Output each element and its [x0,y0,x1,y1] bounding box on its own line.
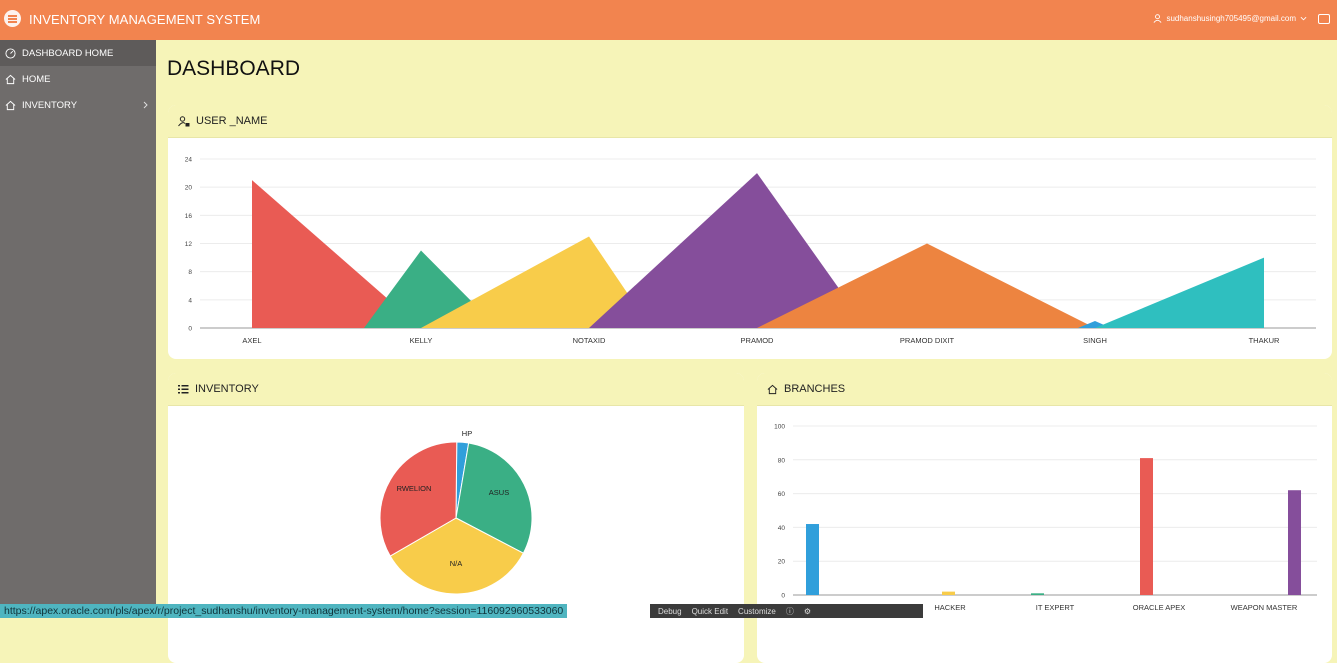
bar [1031,593,1044,595]
inventory-pie-chart: HP ASUS N/A RWELION [379,429,533,595]
home-icon [5,74,16,84]
region-header: BRANCHES [757,373,1332,406]
x-tick-label: HACKER [934,603,966,612]
user-lock-icon [178,115,190,126]
y-tick-label: 60 [778,491,786,498]
bar [942,591,955,595]
main-content: DASHBOARD USER _NAME 0 4 8 12 16 20 24 AXEL KELL… [157,40,1337,663]
y-tick-label: 24 [185,157,193,164]
y-tick-label: 0 [188,326,192,333]
x-tick-label: KELLY [410,336,433,345]
user-name-region: USER _NAME 0 4 8 12 16 20 24 AXEL KELLY NOTAXID PR… [168,105,1332,359]
gear-icon[interactable]: ⚙ [803,606,812,616]
x-tick-label: ORACLE APEX [1133,603,1186,612]
y-tick-label: 100 [774,424,785,431]
area-series [757,243,1095,328]
user-email: sudhanshusingh705495@gmail.com [1166,14,1296,23]
y-tick-label: 80 [778,457,786,464]
x-tick-label: AXEL [242,336,261,345]
sidebar-item-label: HOME [22,73,51,85]
y-tick-label: 4 [188,297,192,304]
top-navigation-bar: INVENTORY MANAGEMENT SYSTEM sudhanshusin… [0,0,1337,40]
app-title[interactable]: INVENTORY MANAGEMENT SYSTEM [29,12,261,27]
chat-icon[interactable] [1318,14,1330,24]
sidebar: DASHBOARD HOME HOME INVENTORY [0,40,156,618]
region-header: USER _NAME [168,105,1332,138]
y-tick-label: 0 [781,593,785,600]
y-tick-label: 12 [185,241,193,248]
area-series [1095,257,1264,328]
x-tick-label: PRAMOD [741,336,775,345]
x-tick-label: NOTAXID [573,336,606,345]
status-bar-url: https://apex.oracle.com/pls/apex/r/proje… [0,604,568,618]
x-tick-label: THAKUR [1249,336,1280,345]
sidebar-item-label: INVENTORY [22,99,78,111]
info-icon[interactable]: ⓘ [785,606,794,616]
user-icon [1154,14,1162,23]
debug-button[interactable]: Debug [658,606,682,616]
home-icon [767,384,778,394]
list-icon [178,385,189,394]
area-series [421,236,651,328]
area-series [589,173,867,328]
region-header: INVENTORY [168,373,744,406]
user-menu[interactable]: sudhanshusingh705495@gmail.com [1153,14,1307,23]
region-title: BRANCHES [784,383,846,395]
y-tick-label: 20 [778,559,786,566]
y-tick-label: 8 [188,269,192,276]
y-tick-label: 16 [185,213,193,220]
bar [1288,490,1301,595]
home-icon [5,100,16,110]
chevron-down-icon [1300,16,1307,21]
pie-slice-label: N/A [450,559,463,568]
user-name-area-chart: 0 4 8 12 16 20 24 AXEL KELLY NOTAXID PRAMOD PRAMOD … [185,157,1316,345]
customize-button[interactable]: Customize [738,606,776,616]
region-title: INVENTORY [195,383,259,395]
quick-edit-button[interactable]: Quick Edit [691,606,729,616]
region-title: USER _NAME [196,115,268,127]
area-series [252,180,421,328]
branches-bar-chart: 0 20 40 60 80 100 HACKER IT EXPERT ORACLE APEX WE… [774,424,1317,612]
x-tick-label: PRAMOD DIXIT [900,336,955,345]
chevron-right-icon[interactable] [143,101,148,109]
x-tick-label: WEAPON MASTER [1231,603,1298,612]
bar [806,524,819,595]
pie-slice-label: RWELION [397,484,432,493]
x-tick-label: SINGH [1083,336,1107,345]
sidebar-item-home[interactable]: HOME [0,66,156,92]
pie-slice-label: HP [462,429,472,438]
x-tick-label: IT EXPERT [1036,603,1075,612]
hamburger-menu-icon[interactable] [4,10,21,27]
pie-slice-label: ASUS [489,488,509,497]
sidebar-item-dashboard-home[interactable]: DASHBOARD HOME [0,40,156,66]
dashboard-icon [5,47,16,59]
sidebar-item-label: DASHBOARD HOME [22,47,114,59]
y-tick-label: 40 [778,525,786,532]
developer-toolbar: Debug Quick Edit Customize ⓘ ⚙ [650,604,923,618]
inventory-region: INVENTORY HP ASUS N/A RWELION [168,373,744,663]
sidebar-item-inventory[interactable]: INVENTORY [0,92,156,118]
bar [1140,458,1153,595]
pie-slice [379,441,458,557]
pie-slice [455,442,533,554]
y-tick-label: 20 [185,185,193,192]
page-title: DASHBOARD [167,57,301,80]
branches-region: BRANCHES 0 20 40 60 80 100 HACKER IT EXPERT ORAC… [757,373,1332,663]
